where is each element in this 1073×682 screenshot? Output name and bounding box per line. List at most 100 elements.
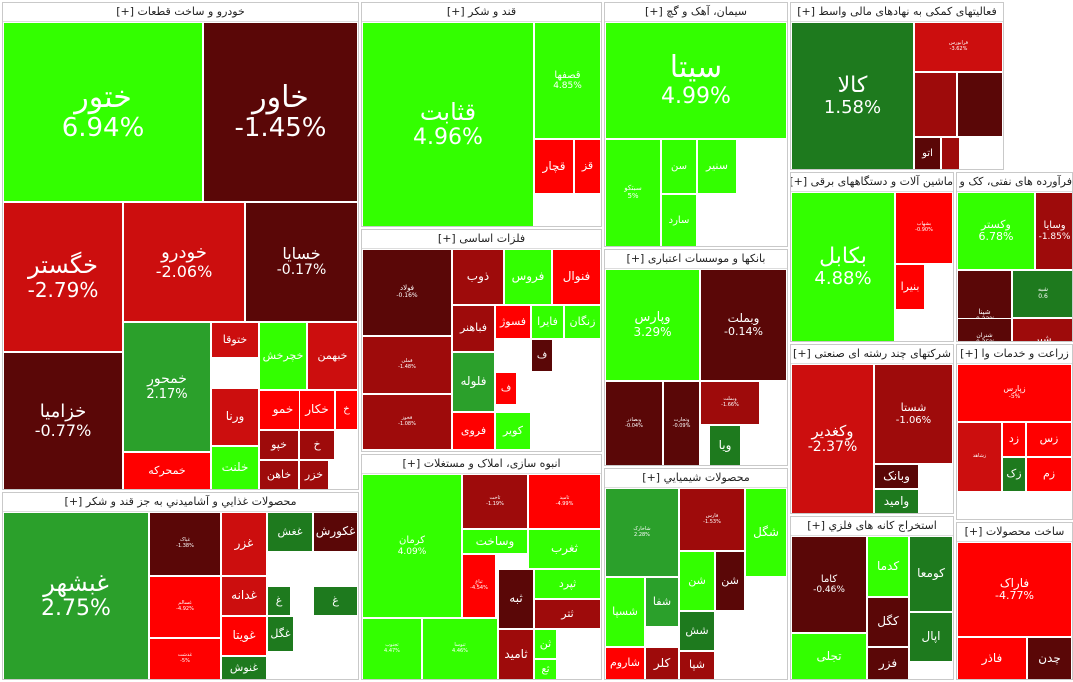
stock-tile[interactable]: غزر (221, 512, 267, 576)
stock-tile[interactable]: شگل (745, 488, 787, 577)
stock-tile[interactable]: ورنا (211, 388, 259, 446)
stock-tile[interactable]: زم (1026, 457, 1072, 492)
stock-tile[interactable]: فنوال (552, 249, 601, 305)
stock-tile[interactable]: فزر (867, 647, 909, 679)
stock-tile[interactable]: فخوز -1.08% (362, 394, 452, 450)
stock-tile[interactable]: قثابت 4.96% (362, 22, 534, 226)
stock-tile[interactable]: بنیرا (895, 264, 925, 310)
stock-tile[interactable]: غبشهر 2.75% (3, 512, 149, 679)
sector-title[interactable]: ساخت محصولات [+] (957, 523, 1072, 542)
sector-title[interactable]: انبوه سازی، املاک و مستغلات [+] (362, 455, 601, 474)
stock-tile[interactable]: فرابورس -3.62% (914, 22, 1003, 72)
stock-tile[interactable]: بکابل 4.88% (791, 192, 895, 341)
stock-tile[interactable]: کاما -0.46% (791, 536, 867, 633)
stock-tile[interactable]: سیتا 4.99% (605, 22, 787, 139)
stock-tile[interactable]: فولاد -0.16% (362, 249, 452, 336)
sector-title[interactable]: قند و شکر [+] (362, 3, 601, 22)
stock-tile[interactable]: خسایا -0.17% (245, 202, 358, 322)
stock-tile[interactable]: شن (679, 551, 715, 611)
stock-tile[interactable]: خمحور 2.17% (123, 322, 211, 452)
stock-tile[interactable]: شن (715, 551, 745, 611)
sector-title[interactable]: فعالیتهای کمکی به نهادهای مالی واسط [+] (791, 3, 1003, 22)
stock-tile[interactable]: کگل (867, 597, 909, 647)
stock-tile[interactable]: غپاک -1.38% (149, 512, 221, 576)
stock-tile[interactable]: خاور -1.45% (203, 22, 358, 202)
stock-tile[interactable]: خگستر -2.79% (3, 202, 123, 352)
stock-tile[interactable]: وبملت -0.14% (700, 269, 787, 381)
stock-tile[interactable]: وسایا -1.85% (1035, 192, 1072, 270)
stock-tile[interactable]: سنیر (697, 139, 737, 194)
stock-tile[interactable]: غنوش (221, 656, 267, 679)
sector-title[interactable]: محصولات غذایي و آشامیدني به جز قند و شکر… (3, 493, 358, 512)
stock-tile[interactable]: ویا (709, 425, 741, 465)
stock-tile[interactable]: قصفها 4.85% (534, 22, 601, 139)
stock-tile[interactable]: خبهمن (307, 322, 358, 390)
stock-tile[interactable]: ثامید (498, 629, 534, 679)
stock-tile[interactable]: شپا (679, 651, 715, 679)
stock-tile[interactable]: خچرخش (259, 322, 307, 390)
sector-title[interactable]: فرآورده های نفتی، کک و سوخ [+] (957, 173, 1072, 192)
stock-tile[interactable]: خزامیا -0.77% (3, 352, 123, 489)
stock-tile[interactable]: غدانه (221, 576, 267, 616)
stock-tile[interactable]: فباهنر (452, 305, 495, 352)
stock-tile[interactable]: خاهن (259, 460, 299, 489)
stock-tile[interactable]: فایرا (531, 305, 564, 339)
stock-tile[interactable]: غ (313, 586, 358, 616)
stock-tile[interactable]: ثباغ -4.54% (462, 554, 496, 618)
stock-tile[interactable]: فسوژ (495, 305, 531, 339)
stock-tile[interactable]: غغش (267, 512, 313, 552)
stock-tile[interactable]: شبه 0.6 (1012, 270, 1072, 318)
stock-tile[interactable]: ثغرب (528, 529, 601, 569)
stock-tile[interactable]: ف (495, 372, 517, 405)
stock-tile[interactable]: ثبه (498, 569, 534, 629)
stock-tile[interactable]: زپارس -5% (957, 364, 1072, 422)
stock-tile[interactable]: فاراک -4.77% (957, 542, 1072, 637)
stock-tile[interactable]: ثامید -4.99% (528, 474, 601, 529)
stock-tile[interactable]: وکغدیر -2.37% (791, 364, 874, 513)
stock-tile[interactable]: غسالم -4.92% (149, 576, 221, 638)
stock-tile[interactable]: زد (1002, 422, 1026, 457)
stock-tile[interactable]: وامید (874, 489, 919, 513)
sector-title[interactable]: خودرو و ساخت قطعات [+] (3, 3, 358, 22)
stock-tile[interactable]: شاخارک 2.28% (605, 488, 679, 577)
sector-title[interactable]: محصولات شیمیایي [+] (605, 469, 787, 488)
sector-title[interactable]: ماشین آلات و دستگاههای برقی [+] (791, 173, 953, 192)
stock-tile[interactable]: غدشت -5% (149, 638, 221, 679)
stock-tile[interactable]: بشهاب -0.90% (895, 192, 953, 264)
stock-tile[interactable]: فملی -1.48% (362, 336, 452, 394)
stock-tile[interactable]: وپارس 3.29% (605, 269, 700, 381)
stock-tile[interactable]: کرمان 4.09% (362, 474, 462, 618)
stock-tile[interactable]: وتجارت -0.09% (663, 381, 700, 465)
stock-tile[interactable]: فلوله (452, 352, 495, 412)
stock-tile[interactable]: چدن (1027, 637, 1072, 679)
stock-tile[interactable]: ختوقا (211, 322, 259, 358)
stock-tile[interactable]: وساخت (462, 529, 528, 554)
stock-tile[interactable]: فاذر (957, 637, 1027, 679)
stock-tile[interactable]: شفا (645, 577, 679, 627)
stock-tile[interactable]: خلنت (211, 446, 259, 489)
stock-tile[interactable]: خزر (299, 460, 329, 489)
stock-tile[interactable]: ختور 6.94% (3, 22, 203, 202)
stock-tile[interactable]: وبملت -1.66% (700, 381, 760, 425)
stock-tile[interactable] (957, 72, 1003, 137)
stock-tile[interactable]: سارد (661, 194, 697, 246)
stock-tile[interactable]: وبانک (874, 464, 919, 489)
stock-tile[interactable]: ف (531, 339, 553, 372)
stock-tile[interactable]: سن (661, 139, 697, 194)
stock-tile[interactable] (941, 137, 960, 169)
stock-tile[interactable]: ثپرد (534, 569, 601, 599)
stock-tile[interactable]: غکورش (313, 512, 358, 552)
stock-tile[interactable]: ثجنوب 4.47% (362, 618, 422, 679)
stock-tile[interactable]: شش (679, 611, 715, 651)
stock-tile[interactable]: اتو (914, 137, 941, 169)
stock-tile[interactable]: خ (299, 430, 335, 460)
sector-title[interactable]: شرکتهای چند رشته ای صنعتی [+] (791, 345, 953, 364)
stock-tile[interactable]: شبر (1012, 318, 1072, 341)
stock-tile[interactable]: سبتکو 5% (605, 139, 661, 246)
stock-tile[interactable]: خمحرکه (123, 452, 211, 489)
stock-tile[interactable]: خپو (259, 430, 299, 460)
stock-tile[interactable]: شسپا (605, 577, 645, 647)
sector-title[interactable]: استخراج کانه های فلزي [+] (791, 517, 953, 536)
stock-tile[interactable]: شستا -1.06% (874, 364, 953, 464)
stock-tile[interactable]: ثن (534, 629, 557, 659)
